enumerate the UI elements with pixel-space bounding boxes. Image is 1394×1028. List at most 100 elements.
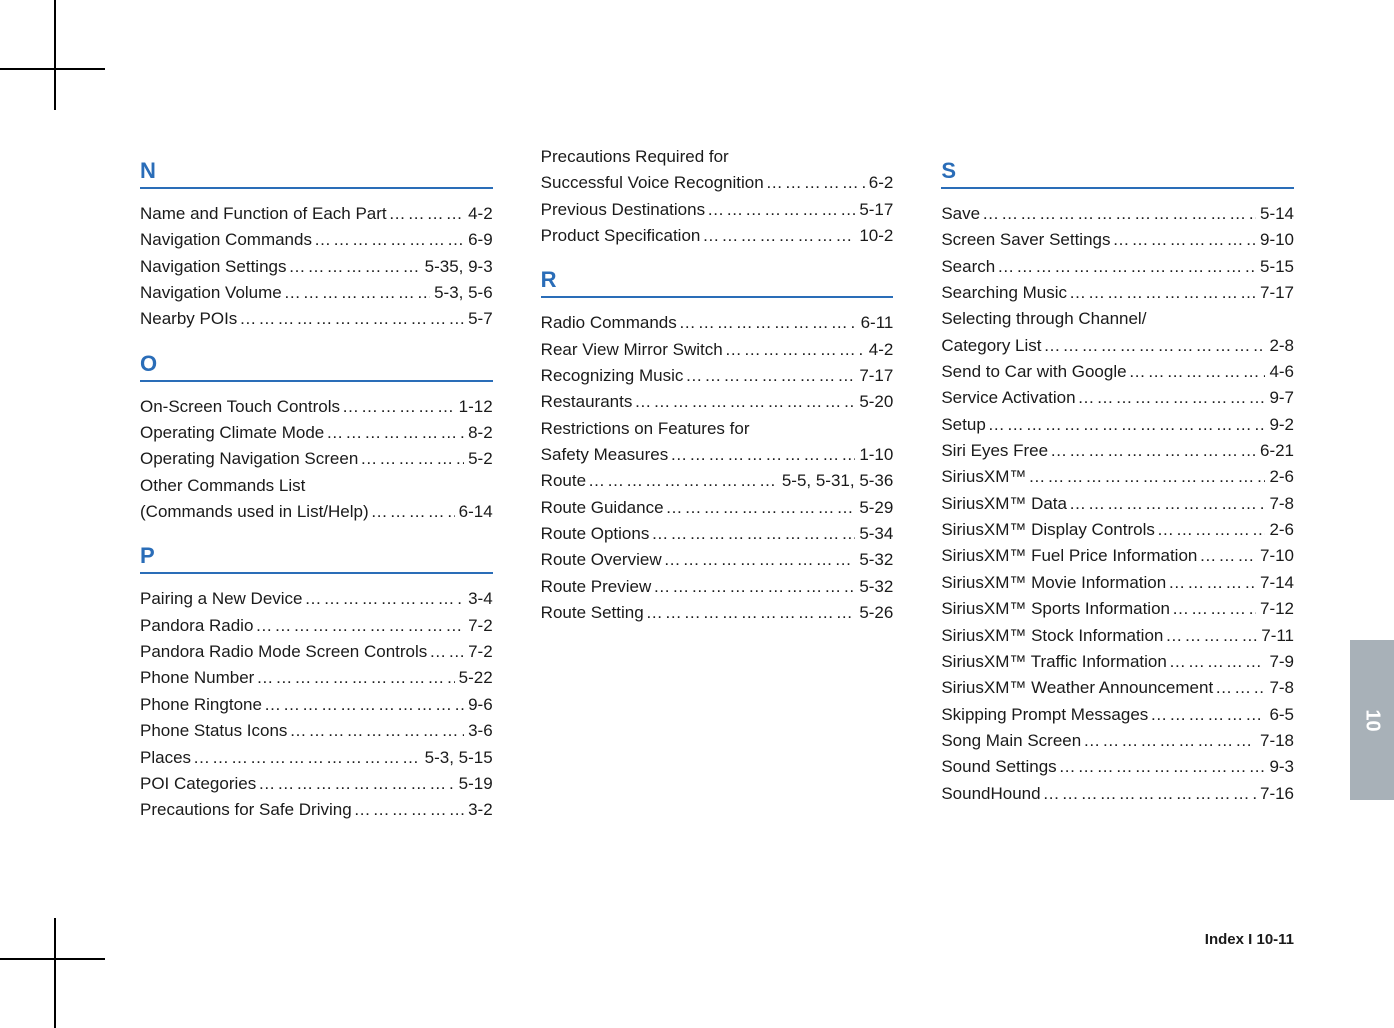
index-entry: Navigation Volume5-3, 5-6 bbox=[140, 280, 493, 306]
leader-dots bbox=[256, 771, 454, 797]
index-entry-label: POI Categories bbox=[140, 771, 256, 797]
index-entry: On-Screen Touch Controls1-12 bbox=[140, 394, 493, 420]
index-entry: Save5-14 bbox=[941, 201, 1294, 227]
crop-mark bbox=[54, 918, 56, 1028]
index-entry: Route5-5, 5-31, 5-36 bbox=[541, 468, 894, 494]
index-entry-page: 2-8 bbox=[1265, 333, 1294, 359]
index-entry-label: Category List bbox=[941, 333, 1041, 359]
index-entry-label: Skipping Prompt Messages bbox=[941, 702, 1148, 728]
index-entry: SiriusXM™ Traffic Information7-9 bbox=[941, 649, 1294, 675]
leader-dots bbox=[262, 692, 464, 718]
index-entry-page: 5-20 bbox=[855, 389, 893, 415]
leader-dots bbox=[1197, 543, 1256, 569]
index-entry-page: 5-35, 9-3 bbox=[421, 254, 493, 280]
leader-dots bbox=[1213, 675, 1265, 701]
index-entry-label: SoundHound bbox=[941, 781, 1040, 807]
index-entry-label: Restrictions on Features for bbox=[541, 416, 750, 442]
index-entry-label: Screen Saver Settings bbox=[941, 227, 1110, 253]
leader-dots bbox=[1076, 385, 1266, 411]
index-entry-page: 5-29 bbox=[855, 495, 893, 521]
index-entry-page: 7-18 bbox=[1256, 728, 1294, 754]
index-entry-label: Selecting through Channel/ bbox=[941, 306, 1146, 332]
index-entry-label: Pandora Radio Mode Screen Controls bbox=[140, 639, 427, 665]
index-entry: SiriusXM™2-6 bbox=[941, 464, 1294, 490]
index-entry-page: 5-2 bbox=[464, 446, 493, 472]
index-entry-page: 8-2 bbox=[464, 420, 493, 446]
index-entry-page: 5-17 bbox=[855, 197, 893, 223]
index-entry-label: Route Overview bbox=[541, 547, 662, 573]
index-entry-page: 3-4 bbox=[464, 586, 493, 612]
index-entry: Phone Status Icons3-6 bbox=[140, 718, 493, 744]
index-entry-label: SiriusXM™ Data bbox=[941, 491, 1067, 517]
leader-dots bbox=[312, 227, 464, 253]
index-entry: Route Overview 5-32 bbox=[541, 547, 894, 573]
index-entry: Safety Measures1-10 bbox=[541, 442, 894, 468]
index-entry-page: 7-9 bbox=[1265, 649, 1294, 675]
leader-dots bbox=[644, 600, 856, 626]
index-entry: Phone Ringtone9-6 bbox=[140, 692, 493, 718]
index-entry-page: 5-34 bbox=[855, 521, 893, 547]
index-entry: SiriusXM™ Display Controls2-6 bbox=[941, 517, 1294, 543]
leader-dots bbox=[668, 442, 855, 468]
column-3: SSave5-14Screen Saver Settings9-10Search… bbox=[941, 140, 1294, 948]
leader-dots bbox=[1048, 438, 1256, 464]
leader-dots bbox=[1127, 359, 1266, 385]
index-entry: Nearby POIs5-7 bbox=[140, 306, 493, 332]
index-entry-label: Operating Navigation Screen bbox=[140, 446, 358, 472]
leader-dots bbox=[324, 420, 464, 446]
index-entry-page: 4-2 bbox=[865, 337, 894, 363]
index-entry-label: On-Screen Touch Controls bbox=[140, 394, 340, 420]
leader-dots bbox=[237, 306, 464, 332]
section-heading: R bbox=[541, 267, 894, 298]
index-entry-label: Route Setting bbox=[541, 600, 644, 626]
index-entry: Places5-3, 5-15 bbox=[140, 745, 493, 771]
index-entry: SiriusXM™ Weather Announcement7-8 bbox=[941, 675, 1294, 701]
leader-dots bbox=[1167, 649, 1266, 675]
leader-dots bbox=[253, 613, 464, 639]
index-entry-page: 7-12 bbox=[1256, 596, 1294, 622]
index-entry-page: 9-6 bbox=[464, 692, 493, 718]
leader-dots bbox=[387, 201, 464, 227]
index-entry-label: Pandora Radio bbox=[140, 613, 253, 639]
index-entry-label: Navigation Commands bbox=[140, 227, 312, 253]
index-entry-label: Search bbox=[941, 254, 995, 280]
index-entry: SiriusXM™ Stock Information7-11 bbox=[941, 623, 1294, 649]
index-entry-label: Searching Music bbox=[941, 280, 1067, 306]
index-entry-label: Save bbox=[941, 201, 980, 227]
index-page: NName and Function of Each Part4-2Naviga… bbox=[140, 140, 1294, 948]
index-entry-label: Pairing a New Device bbox=[140, 586, 303, 612]
leader-dots bbox=[1155, 517, 1266, 543]
crop-mark bbox=[0, 68, 105, 70]
index-entry-page: 7-16 bbox=[1256, 781, 1294, 807]
leader-dots bbox=[995, 254, 1256, 280]
index-entry-label: Radio Commands bbox=[541, 310, 677, 336]
index-entry: Product Specification10-2 bbox=[541, 223, 894, 249]
index-entry: SiriusXM™ Fuel Price Information7-10 bbox=[941, 543, 1294, 569]
leader-dots bbox=[1067, 280, 1256, 306]
index-entry-page: 5-32 bbox=[855, 547, 893, 573]
index-entry-label: SiriusXM™ Display Controls bbox=[941, 517, 1155, 543]
index-entry-page: 5-7 bbox=[464, 306, 493, 332]
index-entry: Other Commands List bbox=[140, 473, 493, 499]
index-entry-label: Successful Voice Recognition bbox=[541, 170, 764, 196]
index-entry-label: Product Specification bbox=[541, 223, 701, 249]
index-entry: (Commands used in List/Help)6-14 bbox=[140, 499, 493, 525]
index-entry-page: 7-8 bbox=[1265, 675, 1294, 701]
index-entry: Skipping Prompt Messages6-5 bbox=[941, 702, 1294, 728]
index-entry-page: 7-11 bbox=[1257, 623, 1294, 649]
index-entry: Pandora Radio Mode Screen Controls7-2 bbox=[140, 639, 493, 665]
index-entry-label: Song Main Screen bbox=[941, 728, 1081, 754]
leader-dots bbox=[683, 363, 855, 389]
leader-dots bbox=[1148, 702, 1265, 728]
index-entry: Precautions for Safe Driving3-2 bbox=[140, 797, 493, 823]
leader-dots bbox=[1163, 623, 1257, 649]
index-entry-label: Siri Eyes Free bbox=[941, 438, 1048, 464]
index-entry-page: 3-2 bbox=[464, 797, 493, 823]
index-entry: Restaurants5-20 bbox=[541, 389, 894, 415]
index-entry-label: Service Activation bbox=[941, 385, 1075, 411]
index-entry: SiriusXM™ Sports Information7-12 bbox=[941, 596, 1294, 622]
leader-dots bbox=[1081, 728, 1256, 754]
leader-dots bbox=[705, 197, 855, 223]
crop-mark bbox=[0, 958, 105, 960]
index-entry-label: Send to Car with Google bbox=[941, 359, 1126, 385]
